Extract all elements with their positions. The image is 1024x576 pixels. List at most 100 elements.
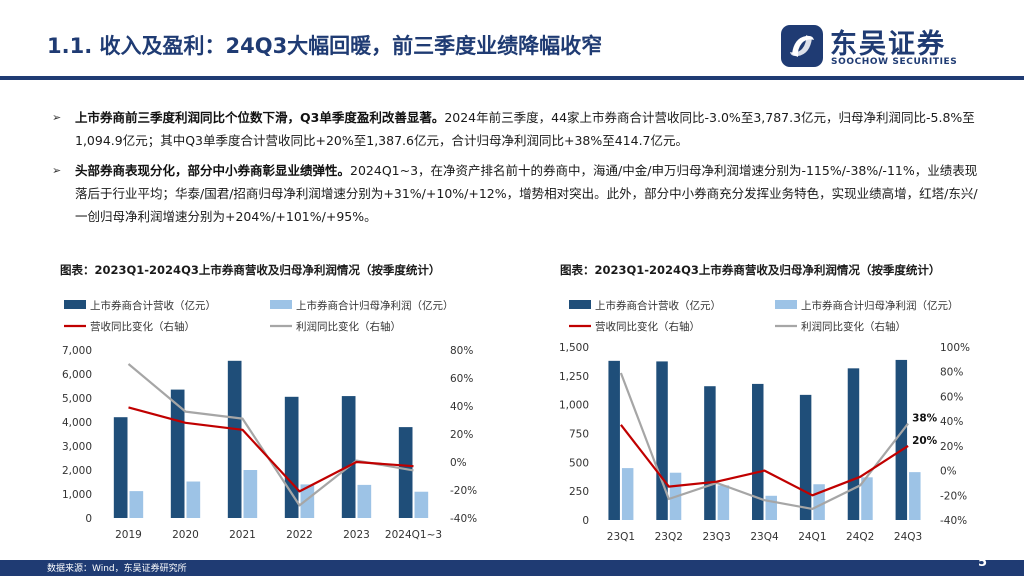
x-tick-label: 24Q1 xyxy=(798,531,826,543)
legend-swatch-0 xyxy=(64,300,86,309)
x-tick-label: 2024Q1~3 xyxy=(385,529,442,541)
y-right-tick: 100% xyxy=(940,342,970,354)
logo-name: 东吴证券 xyxy=(830,29,946,60)
bar-revenue xyxy=(608,360,620,520)
bar-revenue xyxy=(398,427,413,518)
bar-revenue xyxy=(227,360,242,518)
legend-label-1: 上市券商合计归母净利润（亿元） xyxy=(296,299,454,312)
y-right-tick: 20% xyxy=(450,429,473,441)
y-left-tick: 2,000 xyxy=(62,465,92,477)
y-right-tick: 0% xyxy=(450,457,467,469)
x-tick-label: 23Q4 xyxy=(750,531,779,543)
x-tick-label: 2019 xyxy=(115,529,142,541)
logo-subtitle: SOOCHOW SECURITIES xyxy=(831,57,958,67)
bullet-body: 2024年前三季度，44家上市券商合计营收同比-3.0%至3,787.3亿元，归… xyxy=(75,110,975,148)
y-left-tick: 1,500 xyxy=(559,342,589,354)
y-left-tick: 750 xyxy=(569,429,589,441)
bar-profit xyxy=(765,495,777,520)
footer-source: 数据来源：Wind，东吴证券研究所 xyxy=(47,564,187,574)
legend-swatch-0 xyxy=(569,300,591,309)
bar-revenue xyxy=(847,368,860,520)
arrow-bullet-icon: ➢ xyxy=(52,111,62,124)
legend-label-3: 利润同比变化（右轴） xyxy=(801,320,906,333)
y-right-tick: 60% xyxy=(450,373,473,385)
legend-label-1: 上市券商合计归母净利润（亿元） xyxy=(801,299,959,312)
bar-revenue xyxy=(656,361,668,520)
bar-profit xyxy=(414,491,429,518)
legend-label-0: 上市券商合计营收（亿元） xyxy=(90,299,216,312)
bullet-item-2: ➢ 头部券商表现分化，部分中小券商彰显业绩弹性。2024Q1~3，在净资产排名前… xyxy=(52,159,982,228)
bullet-item-1: ➢ 上市券商前三季度利润同比个位数下滑，Q3单季度盈利改善显著。2024年前三季… xyxy=(52,106,982,152)
x-tick-label: 23Q2 xyxy=(655,531,683,543)
y-left-tick: 4,000 xyxy=(62,417,92,429)
y-left-tick: 5,000 xyxy=(62,393,92,405)
legend-swatch-1 xyxy=(270,300,292,309)
y-left-tick: 0 xyxy=(582,515,589,527)
y-right-tick: 40% xyxy=(450,401,473,413)
bar-profit xyxy=(129,491,144,518)
x-tick-label: 23Q1 xyxy=(607,531,635,543)
chart-left-title: 图表：2023Q1-2024Q3上市券商营收及归母净利润情况（按季度统计） xyxy=(60,263,441,277)
y-left-tick: 1,000 xyxy=(559,400,589,412)
annotation-profit-yoy: 38% xyxy=(912,413,938,425)
bar-revenue xyxy=(895,359,908,520)
y-left-tick: 1,000 xyxy=(62,489,92,501)
bar-revenue xyxy=(704,386,716,520)
bullet-lead: 头部券商表现分化，部分中小券商彰显业绩弹性。 xyxy=(75,163,351,178)
legend-label-2: 营收同比变化（右轴） xyxy=(595,320,700,333)
bar-profit xyxy=(243,470,258,518)
footer-bar xyxy=(0,560,1024,576)
page-number: 5 xyxy=(978,555,988,570)
bullet-list: ➢ 上市券商前三季度利润同比个位数下滑，Q3单季度盈利改善显著。2024年前三季… xyxy=(52,106,982,235)
y-left-tick: 0 xyxy=(85,513,92,525)
bullet-body: 2024Q1~3，在净资产排名前十的券商中，海通/中金/申万归母净利润增速分别为… xyxy=(75,163,978,224)
x-tick-label: 24Q3 xyxy=(894,531,922,543)
bullet-lead: 上市券商前三季度利润同比个位数下滑，Q3单季度盈利改善显著。 xyxy=(75,110,445,125)
y-left-tick: 500 xyxy=(569,457,589,469)
bar-revenue xyxy=(341,396,356,518)
y-right-tick: -40% xyxy=(450,513,477,525)
line-revenue-yoy xyxy=(620,424,909,497)
x-tick-label: 2023 xyxy=(343,529,370,541)
y-right-tick: 60% xyxy=(940,391,963,403)
line-revenue-yoy xyxy=(128,406,414,493)
title-divider xyxy=(0,76,1024,80)
y-left-tick: 3,000 xyxy=(62,441,92,453)
bar-profit xyxy=(861,477,873,520)
legend-swatch-1 xyxy=(775,300,797,309)
bar-profit xyxy=(717,485,730,520)
arrow-bullet-icon: ➢ xyxy=(52,164,62,177)
y-right-tick: -20% xyxy=(450,485,477,497)
y-right-tick: 20% xyxy=(940,441,963,453)
legend-label-3: 利润同比变化（右轴） xyxy=(296,320,401,333)
page-title: 1.1. 收入及盈利：24Q3大幅回暖，前三季度业绩降幅收窄 xyxy=(47,34,603,58)
quarterly-chart: 上市券商合计营收（亿元） 上市券商合计归母净利润（亿元） 营收同比变化（右轴） 利润同… xyxy=(559,299,970,543)
line-profit-yoy xyxy=(619,372,909,510)
x-tick-label: 23Q3 xyxy=(702,531,730,543)
y-left-tick: 7,000 xyxy=(62,345,92,357)
x-tick-label: 24Q2 xyxy=(846,531,874,543)
x-tick-label: 2020 xyxy=(172,529,199,541)
bar-revenue xyxy=(752,383,764,520)
bar-revenue xyxy=(113,417,128,518)
y-right-tick: 80% xyxy=(940,367,963,379)
y-right-tick: -40% xyxy=(940,515,967,527)
legend-label-0: 上市券商合计营收（亿元） xyxy=(595,299,721,312)
y-right-tick: 40% xyxy=(940,416,963,428)
legend-label-2: 营收同比变化（右轴） xyxy=(90,320,195,333)
bar-revenue xyxy=(799,394,812,520)
y-left-tick: 6,000 xyxy=(62,369,92,381)
bar-profit xyxy=(909,472,921,520)
x-tick-label: 2021 xyxy=(229,529,256,541)
soochow-logo-icon xyxy=(781,25,823,67)
annotation-revenue-yoy: 20% xyxy=(912,435,938,447)
bar-profit xyxy=(357,484,372,518)
bar-profit xyxy=(186,481,201,518)
y-left-tick: 1,250 xyxy=(559,371,589,383)
y-left-tick: 250 xyxy=(569,486,589,498)
bar-profit xyxy=(813,484,825,520)
y-right-tick: -20% xyxy=(940,490,967,502)
bar-profit xyxy=(300,484,315,518)
y-right-tick: 0% xyxy=(940,466,957,478)
y-right-tick: 80% xyxy=(450,345,473,357)
